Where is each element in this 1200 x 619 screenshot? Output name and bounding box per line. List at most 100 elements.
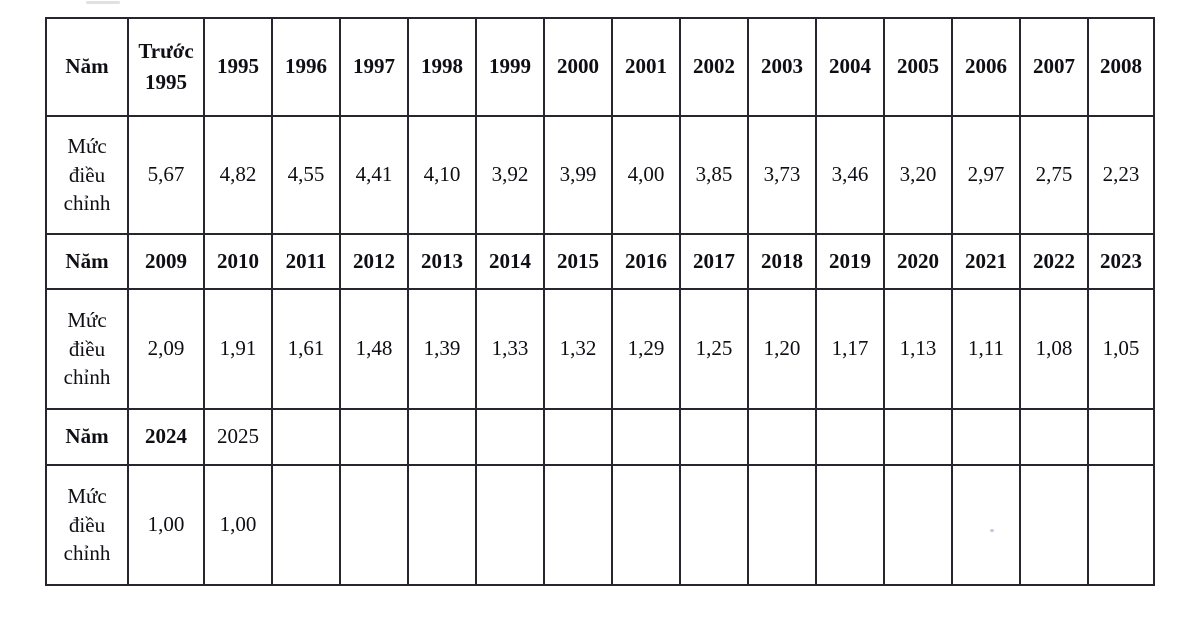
empty-cell: [339, 464, 409, 586]
value-cell: 4,00: [611, 115, 681, 235]
year-cell: 2011: [271, 233, 341, 290]
value-cell: 1,13: [883, 288, 953, 410]
empty-cell: [747, 408, 817, 466]
year-cell: 1997: [339, 17, 409, 117]
scan-artifact-smudge: [86, 1, 120, 4]
value-cell: 3,73: [747, 115, 817, 235]
empty-cell: [339, 408, 409, 466]
empty-cell: [1019, 464, 1089, 586]
year-cell: 2003: [747, 17, 817, 117]
year-cell: 2000: [543, 17, 613, 117]
year-cell: 2025: [203, 408, 273, 466]
year-cell: 2017: [679, 233, 749, 290]
value-cell: 1,20: [747, 288, 817, 410]
year-cell: 2022: [1019, 233, 1089, 290]
value-cell: 1,11: [951, 288, 1021, 410]
year-cell: 2010: [203, 233, 273, 290]
year-cell: 2020: [883, 233, 953, 290]
value-cell: 1,25: [679, 288, 749, 410]
year-cell: 2007: [1019, 17, 1089, 117]
year-cell: 1995: [203, 17, 273, 117]
table-row: Mức điều chỉnh 2,09 1,91 1,61 1,48 1,39 …: [45, 288, 1155, 410]
empty-cell: [1019, 408, 1089, 466]
empty-cell: [883, 408, 953, 466]
value-cell: 2,09: [127, 288, 205, 410]
year-cell: 2014: [475, 233, 545, 290]
year-cell: 2012: [339, 233, 409, 290]
empty-cell: [611, 464, 681, 586]
year-cell: 2008: [1087, 17, 1155, 117]
empty-cell: [679, 408, 749, 466]
row-label-nam: Năm: [45, 408, 129, 466]
year-cell: 2019: [815, 233, 885, 290]
year-cell: 2006: [951, 17, 1021, 117]
empty-cell: [1087, 464, 1155, 586]
value-cell: 1,00: [203, 464, 273, 586]
row-label-muc-dieu-chinh: Mức điều chỉnh: [45, 464, 129, 586]
empty-cell: [271, 408, 341, 466]
year-cell: 2023: [1087, 233, 1155, 290]
value-cell: 1,29: [611, 288, 681, 410]
value-cell: 3,99: [543, 115, 613, 235]
empty-cell: [407, 464, 477, 586]
value-cell: 3,46: [815, 115, 885, 235]
value-cell: 5,67: [127, 115, 205, 235]
table-row: Mức điều chỉnh 5,67 4,82 4,55 4,41 4,10 …: [45, 115, 1155, 235]
value-cell: 4,10: [407, 115, 477, 235]
year-cell: 2024: [127, 408, 205, 466]
value-cell: 3,85: [679, 115, 749, 235]
adjustment-coefficient-table: Năm Trước 1995 1995 1996 1997 1998 1999 …: [45, 17, 1155, 586]
year-cell: 2018: [747, 233, 817, 290]
row-label-nam: Năm: [45, 233, 129, 290]
empty-cell: [543, 464, 613, 586]
year-cell: 1996: [271, 17, 341, 117]
empty-cell: [679, 464, 749, 586]
year-cell: 2021: [951, 233, 1021, 290]
value-cell: 1,91: [203, 288, 273, 410]
table-row: Mức điều chỉnh 1,00 1,00: [45, 464, 1155, 586]
value-cell: 3,20: [883, 115, 953, 235]
row-label-nam: Năm: [45, 17, 129, 117]
value-cell: 1,17: [815, 288, 885, 410]
empty-cell: [747, 464, 817, 586]
year-cell: 2005: [883, 17, 953, 117]
value-cell: 1,39: [407, 288, 477, 410]
empty-cell: [883, 464, 953, 586]
value-cell: 3,92: [475, 115, 545, 235]
value-cell: 1,61: [271, 288, 341, 410]
value-cell: 1,05: [1087, 288, 1155, 410]
empty-cell: [1087, 408, 1155, 466]
empty-cell: [815, 464, 885, 586]
year-cell: 2002: [679, 17, 749, 117]
row-label-muc-dieu-chinh: Mức điều chỉnh: [45, 288, 129, 410]
value-cell: 4,55: [271, 115, 341, 235]
year-cell: Trước 1995: [127, 17, 205, 117]
year-cell: 2015: [543, 233, 613, 290]
value-cell: 2,97: [951, 115, 1021, 235]
year-cell: 2004: [815, 17, 885, 117]
value-cell: 1,48: [339, 288, 409, 410]
value-cell: 2,75: [1019, 115, 1089, 235]
year-cell: 2001: [611, 17, 681, 117]
empty-cell: [951, 464, 1021, 586]
table-row: Năm 2009 2010 2011 2012 2013 2014 2015 2…: [45, 233, 1155, 290]
empty-cell: [271, 464, 341, 586]
empty-cell: [611, 408, 681, 466]
empty-cell: [951, 408, 1021, 466]
value-cell: 2,23: [1087, 115, 1155, 235]
empty-cell: [475, 408, 545, 466]
value-cell: 4,82: [203, 115, 273, 235]
year-cell: 2016: [611, 233, 681, 290]
row-label-muc-dieu-chinh: Mức điều chỉnh: [45, 115, 129, 235]
empty-cell: [407, 408, 477, 466]
year-cell: 2013: [407, 233, 477, 290]
value-cell: 1,32: [543, 288, 613, 410]
empty-cell: [543, 408, 613, 466]
year-cell: 1999: [475, 17, 545, 117]
value-cell: 4,41: [339, 115, 409, 235]
year-cell: 1998: [407, 17, 477, 117]
table-row: Năm 2024 2025: [45, 408, 1155, 466]
value-cell: 1,00: [127, 464, 205, 586]
table-row: Năm Trước 1995 1995 1996 1997 1998 1999 …: [45, 17, 1155, 117]
year-cell: 2009: [127, 233, 205, 290]
